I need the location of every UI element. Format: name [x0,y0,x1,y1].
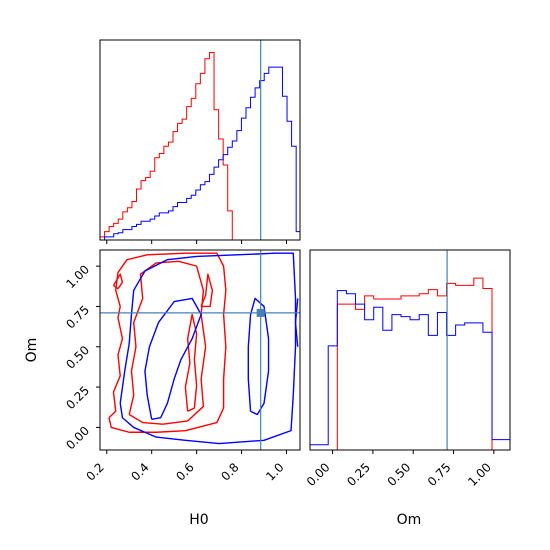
om-hist-red-series [310,277,510,451]
contour-blue-level-0 [119,252,297,445]
contour-truth-marker [256,308,265,317]
h0-histogram-frame [99,39,301,241]
om-histogram-frame [309,249,511,451]
contour-blue-level-1 [144,297,202,421]
x-axis-label-h0: H0 [189,512,208,528]
x-axis-label-om: Om [397,512,422,528]
om-hist-blue-series [309,290,511,450]
contour-red-level-0 [108,252,227,433]
y-axis-label-om: Om [24,338,40,363]
contour-red-level-2 [184,313,198,412]
contour-red-level-1 [128,260,207,425]
h0-hist-blue-series [100,66,301,241]
om-histogram-panel [309,250,511,451]
contour-blue-level-2 [247,297,270,416]
contour-red-level-3 [200,273,214,308]
contour-panel [100,250,300,450]
contour-frame [99,249,301,451]
contour-red-level-4 [112,273,124,290]
contour-blue-level-3 [294,298,299,347]
